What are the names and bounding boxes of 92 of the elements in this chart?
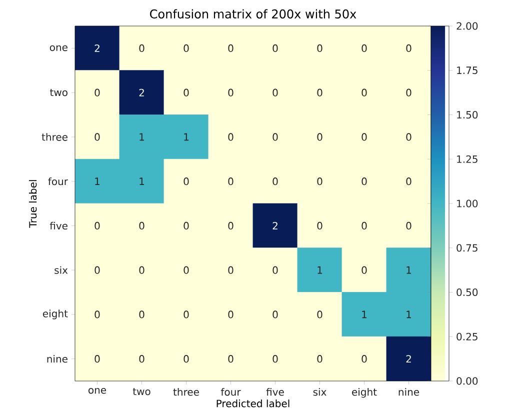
data-label: 0	[139, 310, 144, 318]
data-label: 2	[406, 355, 411, 363]
x-axis-title: Predicted label	[216, 400, 290, 408]
data-label: 0	[406, 178, 412, 186]
data-label: 0	[406, 44, 412, 52]
data-label: 1	[95, 178, 100, 185]
data-label: 0	[272, 44, 278, 52]
data-label: 0	[94, 355, 100, 363]
data-label: 1	[318, 266, 322, 274]
x-tick-label: one	[88, 388, 106, 394]
color-bar-label: 0.75	[456, 244, 478, 252]
data-label: 1	[406, 310, 411, 318]
data-label: 0	[272, 88, 278, 96]
y-tick-label: six	[54, 266, 68, 274]
chart-title: Confusion matrix of 200x with 50x	[150, 9, 356, 19]
y-tick-label: nine	[47, 354, 68, 363]
color-bar-label: 0.25	[456, 332, 478, 340]
data-label: 0	[272, 266, 278, 274]
y-tick-label: three	[42, 133, 68, 141]
data-label: 0	[184, 44, 189, 52]
data-label: 2	[94, 44, 100, 52]
data-label: 0	[406, 222, 412, 230]
data-label: 0	[228, 355, 234, 363]
x-tick-label: six	[313, 388, 326, 396]
data-label: 0	[362, 266, 367, 274]
data-label: 1	[184, 133, 189, 141]
data-label: 0	[362, 222, 367, 230]
data-label: 0	[362, 178, 367, 186]
color-bar-label: 1.00	[457, 200, 478, 208]
x-tick-label: nine	[398, 388, 420, 396]
x-tick-label: three	[173, 388, 199, 396]
data-label: 0	[184, 222, 189, 230]
data-label: 0	[228, 178, 234, 186]
data-label: 0	[272, 355, 278, 363]
y-tick-label: four	[48, 177, 68, 186]
data-label: 0	[184, 310, 189, 318]
y-tick-label: eight	[42, 310, 68, 320]
y-axis-title: True label	[28, 180, 37, 228]
data-label: 0	[317, 178, 322, 186]
data-label: 2	[272, 222, 278, 230]
data-label: 0	[317, 44, 322, 52]
data-label: 0	[317, 355, 322, 363]
x-tick-label: eight	[352, 388, 377, 398]
data-label: 0	[406, 88, 412, 96]
data-label: 0	[184, 88, 189, 96]
color-bar-label: 0.50	[456, 288, 478, 296]
data-label: 0	[406, 133, 412, 141]
data-label: 0	[317, 310, 322, 318]
data-label: 0	[272, 133, 278, 141]
data-label: 0	[228, 266, 234, 274]
x-tick-label: five	[266, 388, 284, 396]
data-label: 0	[94, 88, 100, 96]
x-tick-label: two	[132, 388, 150, 396]
data-label: 0	[272, 178, 278, 186]
color-bar-label: 1.25	[457, 155, 478, 163]
y-tick-label: one	[50, 45, 68, 52]
data-label: 0	[139, 266, 144, 274]
data-label: 0	[362, 88, 367, 96]
x-tick-label: four	[220, 388, 241, 396]
data-label: 0	[184, 266, 189, 274]
color-bar-label: 1.75	[457, 66, 478, 74]
data-label: 0	[228, 88, 234, 96]
data-label: 0	[228, 44, 234, 52]
data-label: 0	[184, 178, 189, 186]
y-tick-label: five	[50, 222, 68, 230]
data-label: 0	[317, 133, 322, 141]
data-label: 0	[362, 44, 367, 52]
color-bar-label: 1.50	[457, 110, 478, 119]
data-label: 0	[362, 355, 367, 363]
data-label: 0	[139, 222, 144, 230]
data-label: 0	[94, 310, 100, 318]
data-label: 0	[228, 310, 234, 318]
data-label: 0	[272, 310, 278, 318]
data-label: 0	[317, 88, 322, 96]
data-label: 0	[94, 133, 100, 141]
data-label: 2	[139, 88, 144, 96]
data-label: 1	[362, 310, 366, 318]
data-label: 0	[228, 133, 234, 141]
color-bar-label: 0.00	[456, 377, 478, 385]
data-label: 0	[139, 355, 144, 363]
data-label: 1	[140, 178, 144, 185]
data-label: 0	[94, 222, 100, 230]
data-label: 0	[184, 355, 189, 363]
data-label: 0	[139, 44, 144, 52]
y-tick-label: two	[50, 88, 68, 96]
data-label: 0	[317, 222, 322, 230]
data-label: 0	[362, 133, 367, 141]
data-label: 1	[406, 266, 411, 274]
data-label: 1	[140, 133, 144, 141]
color-bar-label: 2.00	[456, 22, 478, 30]
data-label: 0	[94, 266, 100, 274]
data-label: 0	[228, 222, 234, 230]
